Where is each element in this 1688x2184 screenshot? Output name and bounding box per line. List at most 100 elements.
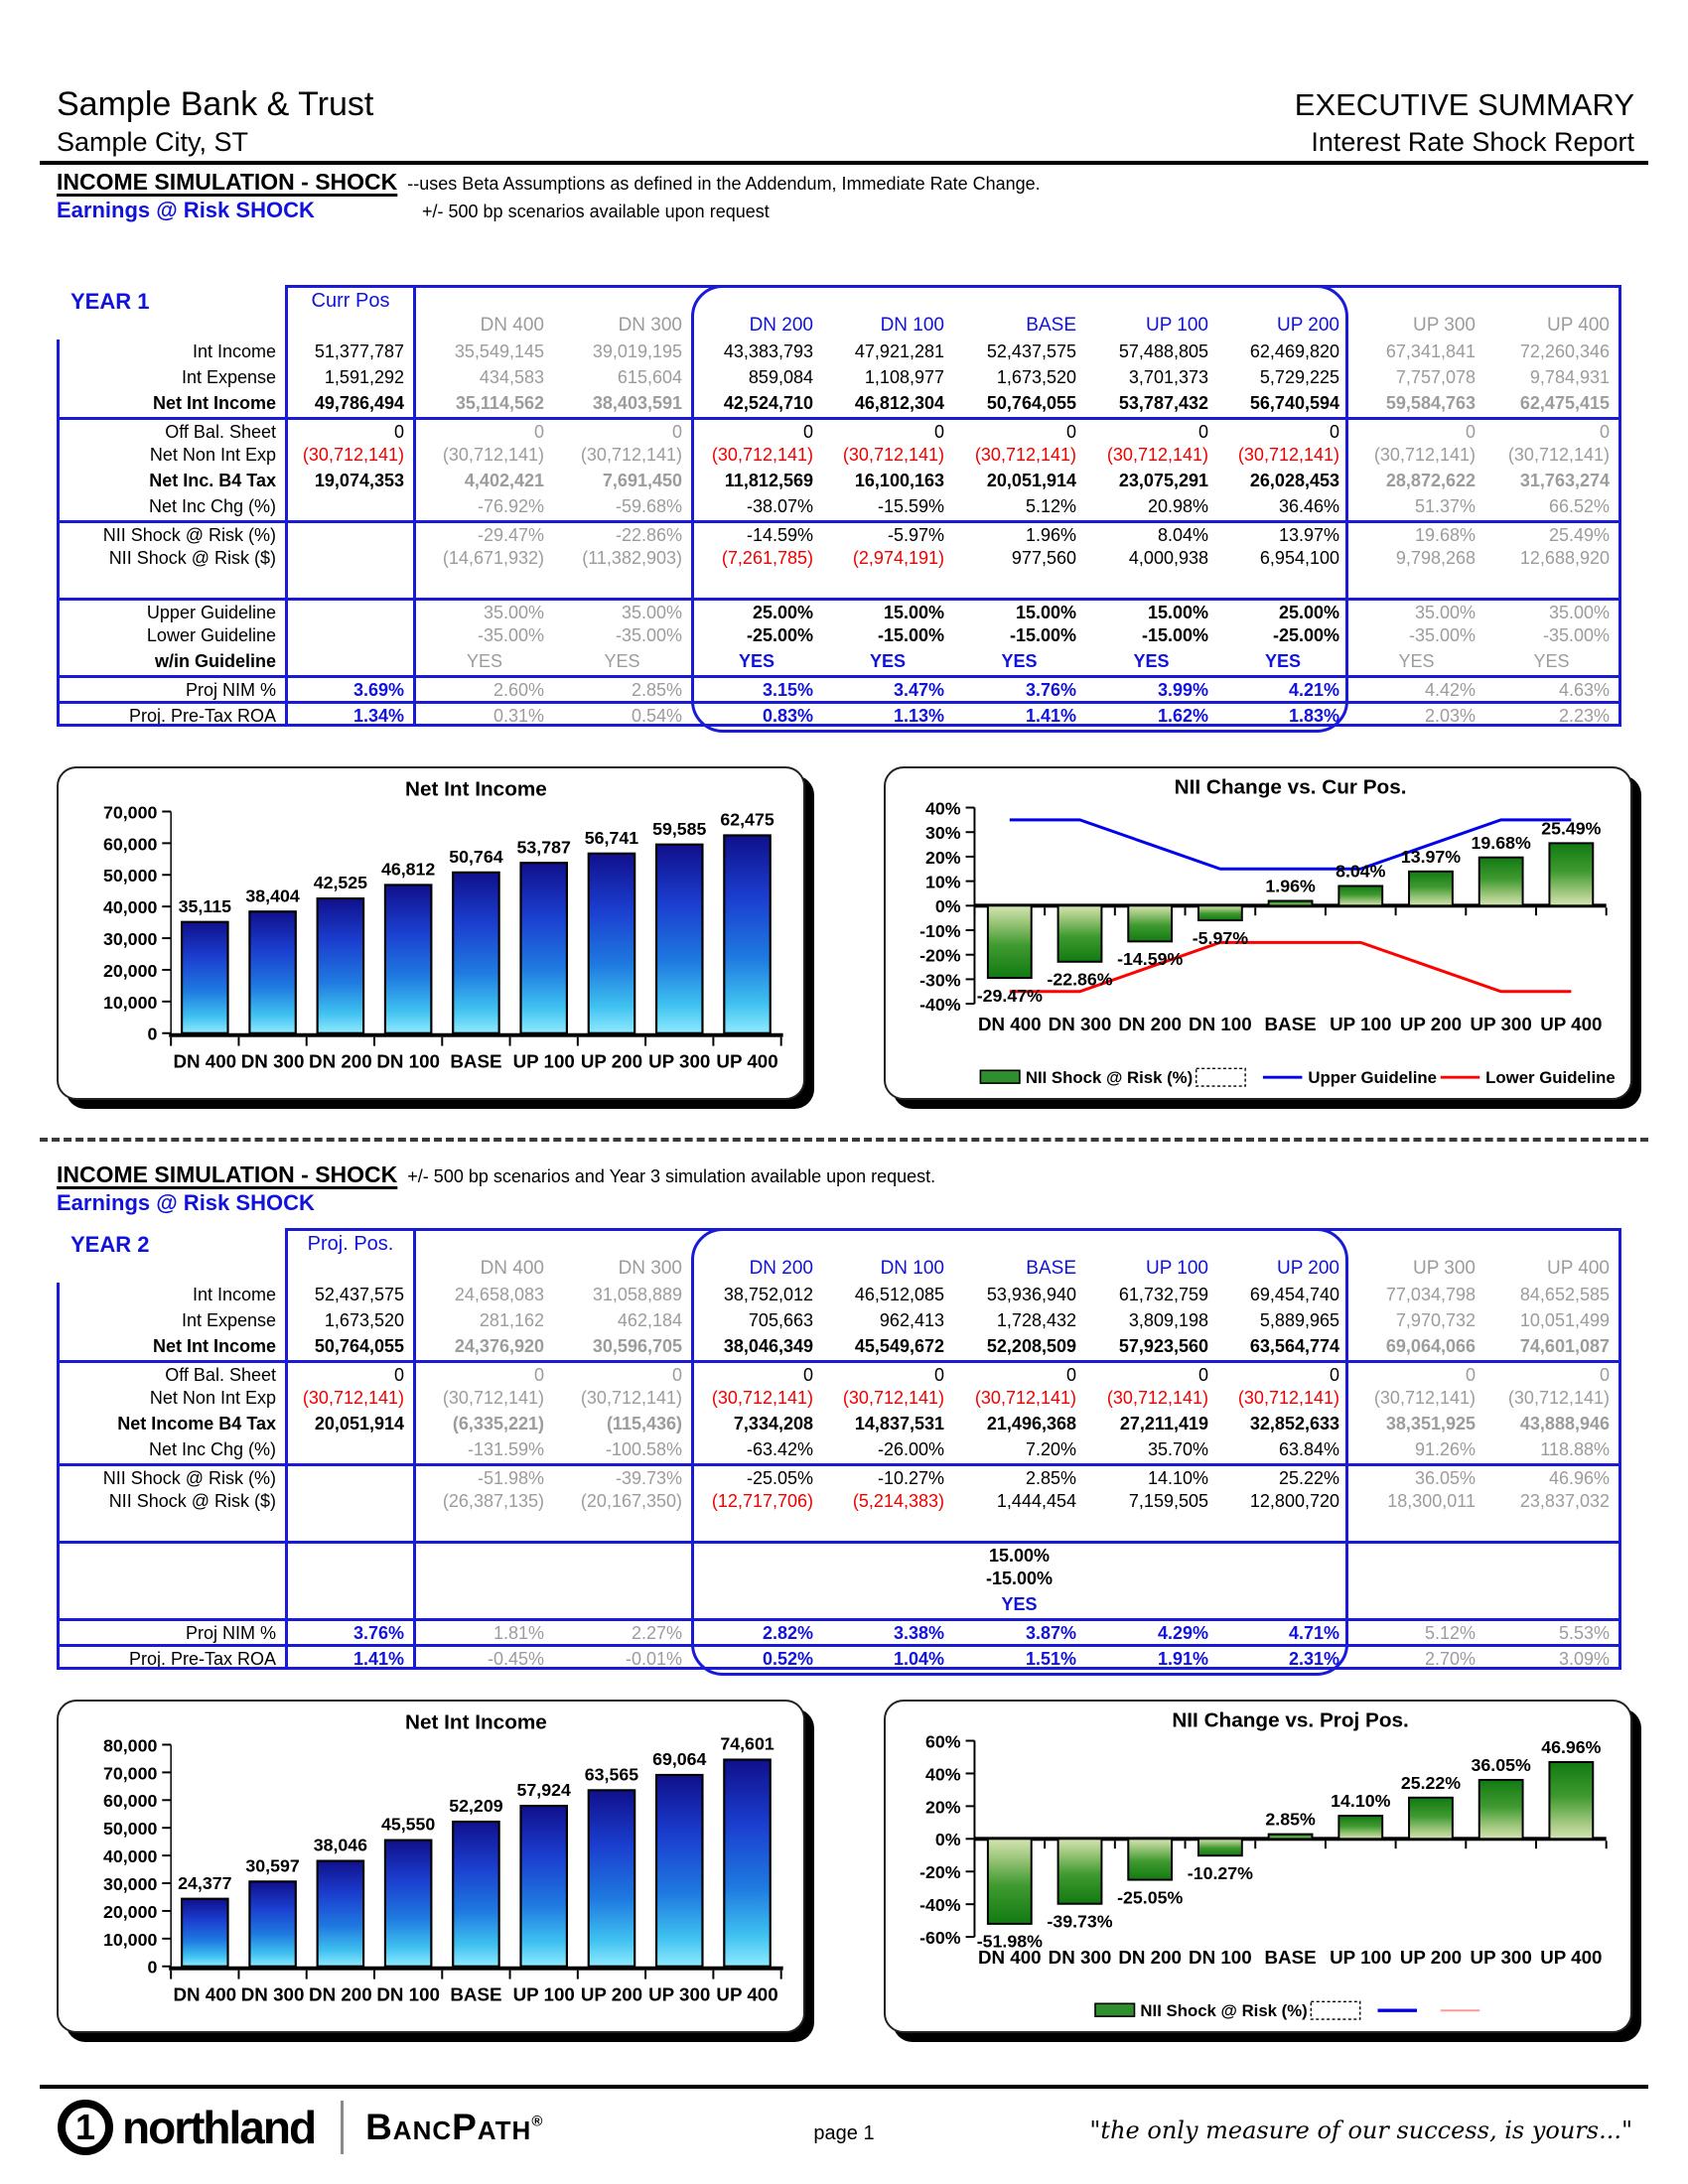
header-spacer [1348,285,1484,313]
bar-UP 400 [723,834,772,1034]
scenario-value: 0 [553,1360,691,1386]
svg-text:56,741: 56,741 [585,828,638,848]
table-row: Net Inc Chg (%) -131.59% -100.58% -63.42% -2… [57,1437,1621,1463]
scenario-value: -0.45% [416,1644,553,1670]
table-row: Upper Guideline 35.00% 35.00% 25.00% 15.00% 1… [57,598,1621,623]
scenario-value: 10,051,499 [1484,1308,1621,1334]
svg-text:UP 400: UP 400 [716,1050,777,1071]
scenario-value: (5,214,383) [852,1491,944,1511]
year1-net-int-income-chart-panel: Net Int Income 0 10,000 20,000 30,000 40,000 5… [57,766,805,1100]
table-row: Int Expense 1,591,292 434,583 615,604 859,08… [57,365,1621,391]
table-cell [57,1256,285,1283]
svg-text:20%: 20% [925,848,961,868]
scenario-value: 0 [1085,1360,1217,1386]
scenario-value: (30,712,141) [1373,445,1476,465]
scenario-value: -35.00% [615,625,682,645]
scenario-value: -10.27% [822,1463,953,1489]
current-position-value [285,494,416,520]
scenario-value [1085,1567,1217,1592]
bar-UP 200 [1408,870,1454,907]
svg-text:Lower Guideline: Lower Guideline [1485,1068,1616,1087]
scenario-value: 977,560 [1011,548,1076,568]
scenario-value [553,572,691,598]
registered-mark: ® [531,2113,544,2130]
scenario-value: 0.83% [691,701,822,727]
scenario-value: 31,763,274 [1484,469,1621,494]
scenario-value: (30,712,141) [974,1388,1076,1408]
svg-text:30,000: 30,000 [103,929,157,949]
scenario-value: 3,809,198 [1128,1310,1208,1330]
scenario-value: 23,837,032 [1484,1489,1621,1515]
scenario-value: (11,382,903) [582,548,682,568]
scenario-value: -0.01% [553,1644,691,1670]
scenario-value: 1.62% [1085,701,1217,727]
row-label: Net Int Income [57,1334,285,1360]
position-column-spacer [285,1256,416,1283]
guideline-upper-guideline [1009,818,1572,871]
section1-subheading-note: +/- 500 bp scenarios available upon requ… [422,202,770,221]
scenario-value: -15.00% [1141,625,1208,645]
scenario-value [1484,1567,1621,1592]
svg-text:NII Change vs. Cur Pos.: NII Change vs. Cur Pos. [1175,776,1407,799]
scenario-value [1348,1541,1484,1567]
row-label: NII Shock @ Risk (%) [57,1463,285,1489]
header-spacer [822,1228,953,1256]
scenario-value: 1,108,977 [864,367,944,387]
bar-BASE [1267,899,1314,907]
scenario-value: 16,100,163 [854,471,944,490]
circled-one-icon: 1 [58,2100,113,2155]
scenario-value: 7.20% [1025,1439,1076,1459]
row-label: NII Shock @ Risk (%) [57,520,285,546]
row-label: Proj. Pre-Tax ROA [57,701,285,727]
svg-text:24,377: 24,377 [178,1873,231,1893]
scenario-value: YES [738,651,775,671]
scenario-value [416,1541,553,1567]
row-label [57,572,285,598]
report-title: EXECUTIVE SUMMARY [1294,87,1634,122]
scenario-value: 15.00% [953,1541,1085,1567]
scenario-value: 53,787,432 [1118,393,1208,413]
scenario-value: 20.98% [1147,496,1208,516]
row-label [57,1567,285,1592]
scenario-value: 5.53% [1484,1618,1621,1644]
scenario-value: 15.00% [822,598,953,623]
scenario-value: -15.00% [1009,625,1076,645]
svg-text:DN 100: DN 100 [1189,1014,1252,1034]
scenario-value: 69,064,066 [1385,1336,1476,1356]
bar-UP 300 [1477,856,1524,907]
table-row: 15.00% [57,1541,1621,1567]
header-spacer [1484,285,1621,313]
scenario-value: -59.68% [615,496,682,516]
scenario-value: 1.96% [953,520,1085,546]
current-position-value: (30,712,141) [285,443,416,469]
row-label: NII Shock @ Risk ($) [57,546,285,572]
svg-text:0: 0 [147,1958,157,1978]
row-label: Int Income [57,340,285,365]
svg-text:40,000: 40,000 [103,897,157,917]
row-label: Off Bal. Sheet [57,1360,285,1386]
nii-bar-chart: Net Int Income 0 10,000 20,000 30,000 40,000 5… [103,1711,783,2004]
scenario-value: 1.13% [822,701,953,727]
svg-text:UP 100: UP 100 [513,1983,575,2004]
scenario-value: 2.82% [691,1618,822,1644]
scenario-value [1348,572,1484,598]
scenario-value: -15.59% [877,496,944,516]
svg-text:-10%: -10% [919,921,961,941]
scenario-value: 50,764,055 [986,393,1076,413]
scenario-column-header: UP 100 [1145,315,1208,336]
table-row: Off Bal. Sheet 0 0 0 0 0 0 0 0 0 0 [57,417,1621,443]
svg-text:50,000: 50,000 [103,866,157,886]
scenario-value: 77,034,798 [1385,1285,1476,1304]
svg-text:DN 300: DN 300 [241,1050,305,1071]
table-row: Proj. Pre-Tax ROA 1.34% 0.31% 0.54% 0.83% 1.1… [57,701,1621,727]
header-spacer [691,285,822,313]
svg-text:70,000: 70,000 [103,802,157,822]
scenario-value: 1.91% [1085,1644,1217,1670]
scenario-value: 52,208,509 [986,1336,1076,1356]
bar-UP 200 [587,852,636,1034]
year1-label: YEAR 1 [70,289,150,314]
scenario-value: 462,184 [617,1310,682,1330]
current-position-value [285,1592,416,1618]
scenario-value: -25.00% [746,625,813,645]
scenario-value: 4.29% [1085,1618,1217,1644]
